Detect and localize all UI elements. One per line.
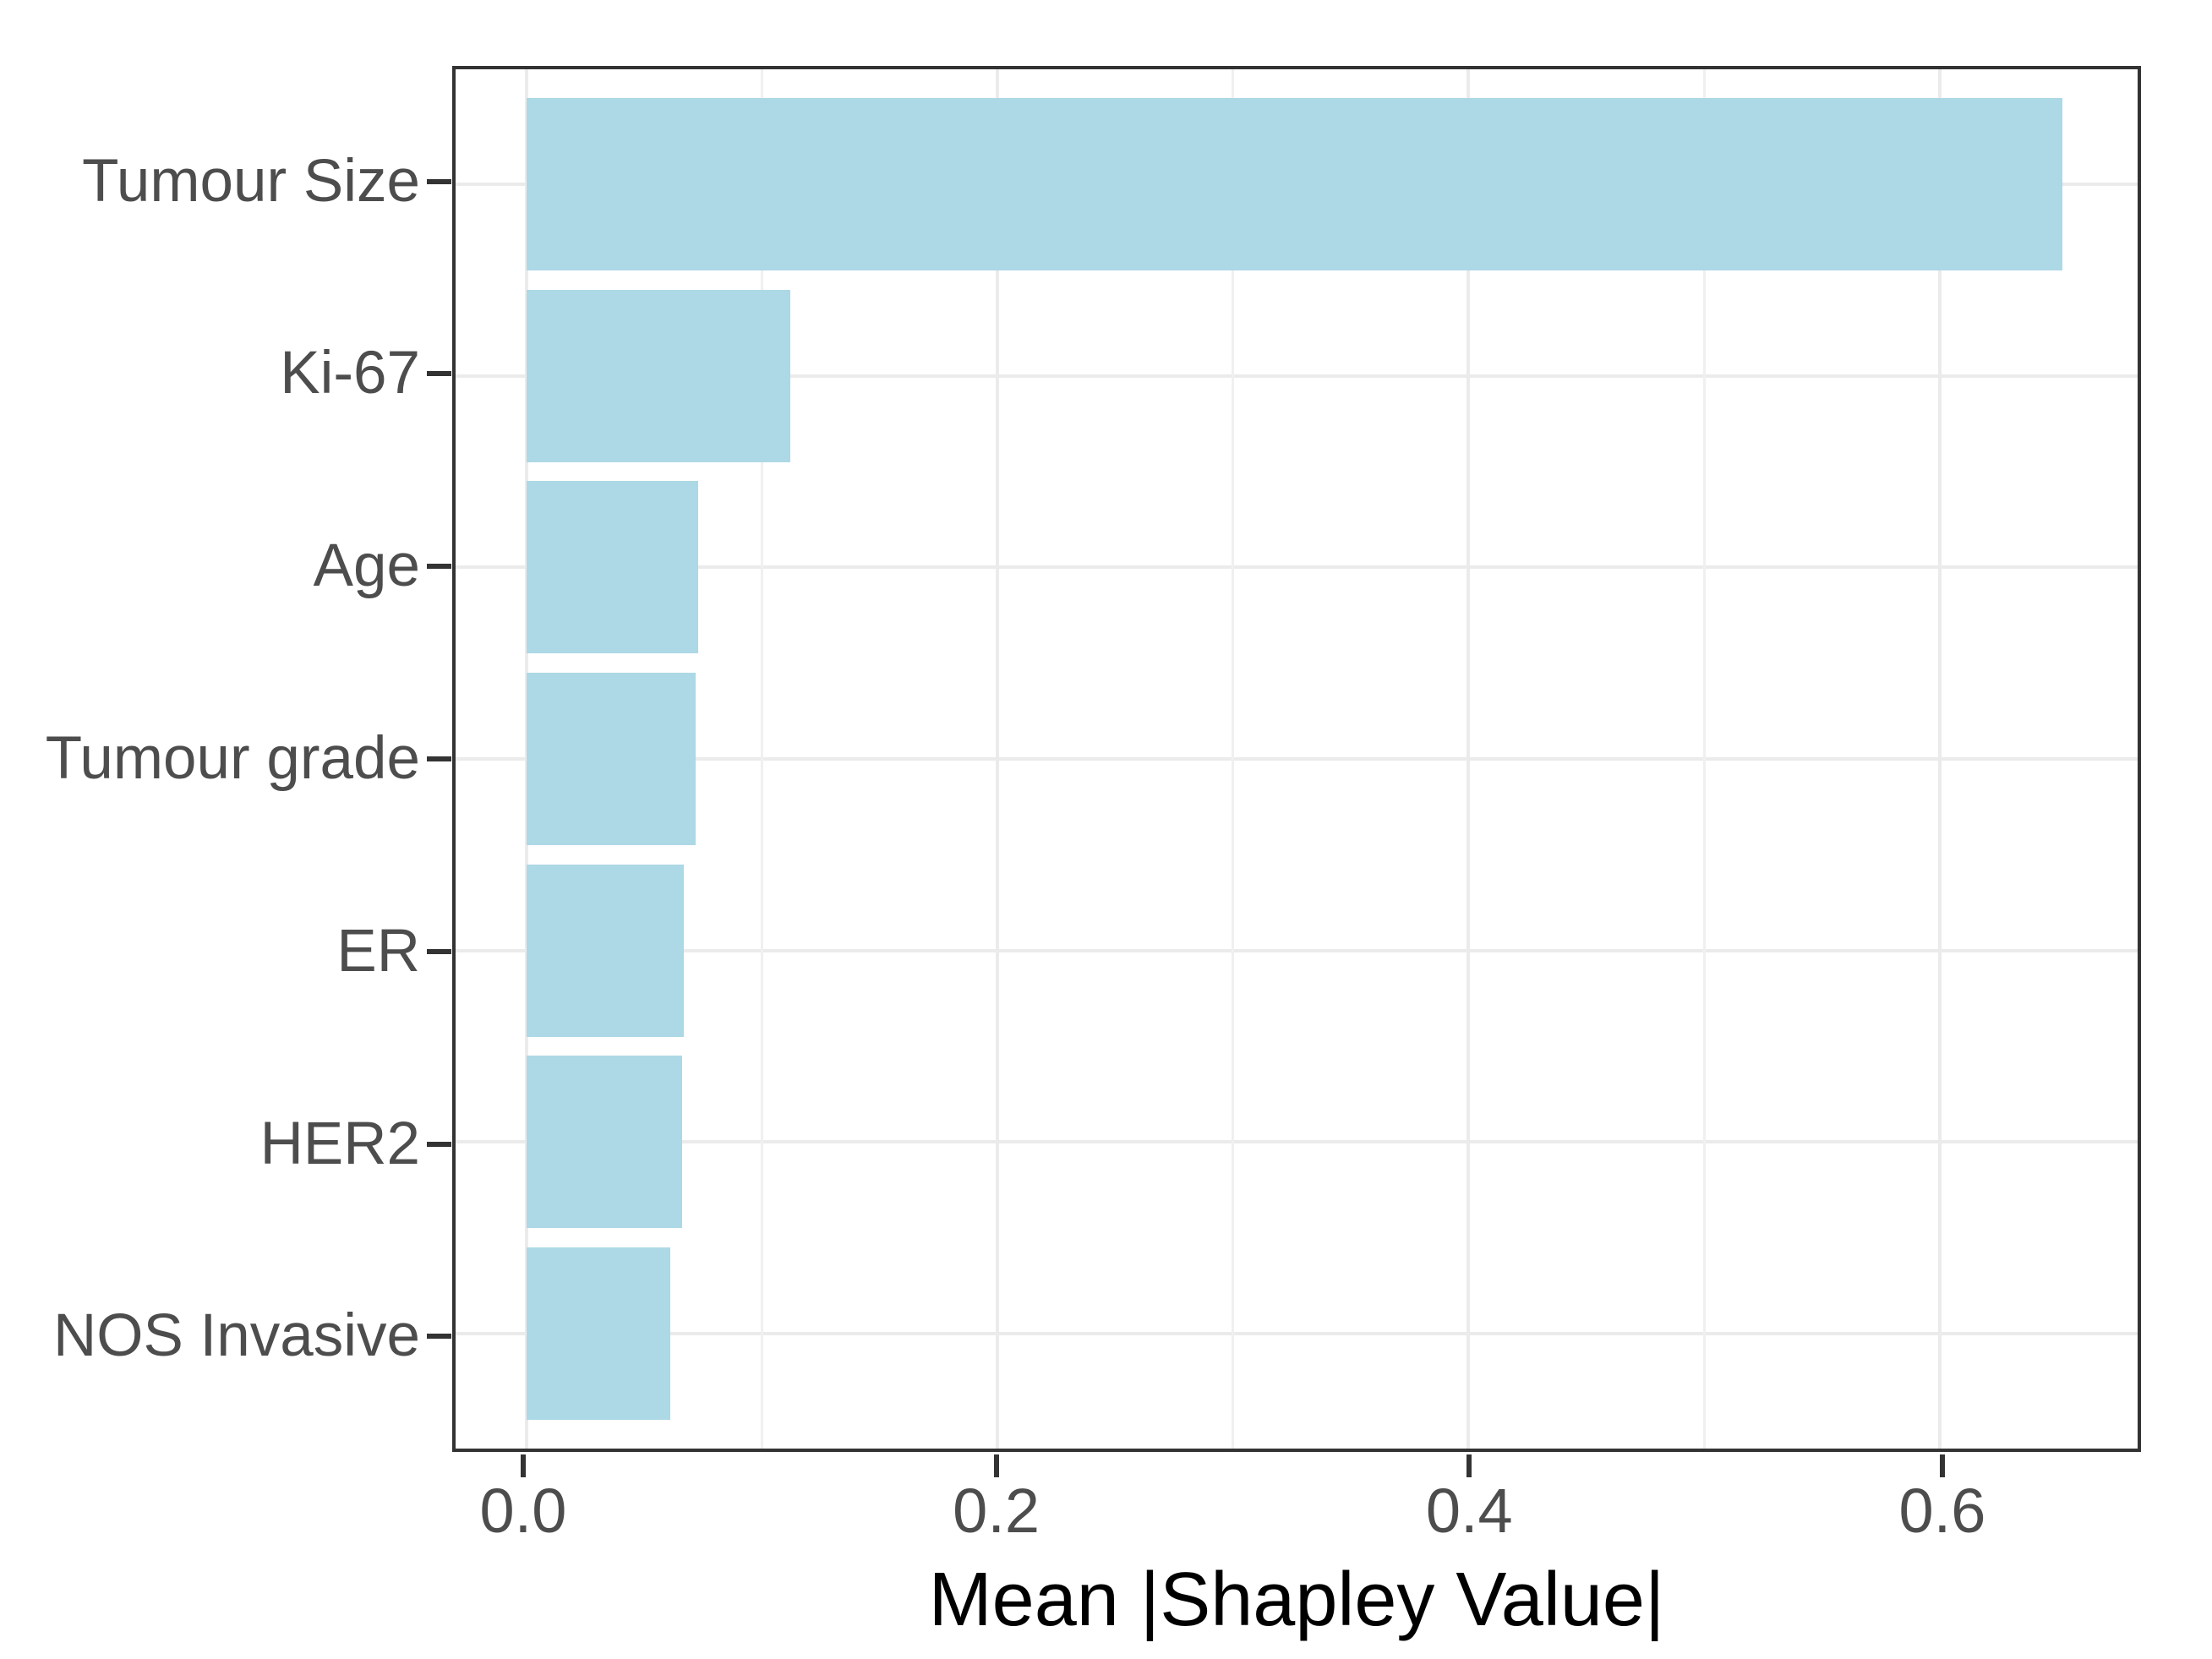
grid-row-line [456, 1140, 2138, 1144]
bar [526, 1247, 670, 1420]
x-tick-label: 0.2 [953, 1476, 1040, 1546]
bar [526, 864, 685, 1037]
grid-minor-line [1702, 69, 1706, 1449]
grid-row-line [456, 565, 2138, 570]
grid-major-line [1937, 69, 1942, 1449]
x-tick-label: 0.4 [1425, 1476, 1513, 1546]
x-tick-label: 0.0 [479, 1476, 567, 1546]
y-tick-mark [427, 756, 451, 761]
grid-minor-line [1232, 69, 1235, 1449]
y-tick-mark [427, 178, 451, 184]
bar [526, 1056, 682, 1229]
grid-row-line [456, 757, 2138, 761]
bar [526, 673, 696, 845]
y-tick-label: Age [313, 532, 420, 600]
y-tick-mark [427, 1141, 451, 1147]
x-tick-label: 0.6 [1898, 1476, 1986, 1546]
y-tick-label: HER2 [259, 1110, 420, 1177]
y-tick-label: ER [336, 917, 420, 985]
y-tick-mark [427, 371, 451, 377]
grid-row-line [456, 948, 2138, 952]
x-tick-mark [1939, 1454, 1945, 1477]
y-tick-mark [427, 1334, 451, 1340]
grid-minor-line [760, 69, 763, 1449]
grid-major-line [996, 69, 1000, 1449]
x-tick-mark [520, 1454, 526, 1477]
grid-major-line [1466, 69, 1471, 1449]
y-tick-label: Tumour Size [82, 147, 420, 215]
y-tick-label: Ki-67 [280, 340, 420, 407]
bar [526, 289, 790, 462]
x-tick-mark [993, 1454, 999, 1477]
y-tick-label: Tumour grade [45, 725, 420, 792]
x-axis-title: Mean |Shapley Value| [928, 1558, 1665, 1642]
bar [526, 481, 699, 654]
grid-row-line [456, 1331, 2138, 1335]
y-tick-label: NOS Invasive [52, 1302, 420, 1370]
y-tick-mark [427, 564, 451, 570]
plot-panel [452, 66, 2141, 1452]
bar [526, 97, 2062, 270]
grid-row-line [456, 374, 2138, 378]
x-tick-mark [1466, 1454, 1472, 1477]
y-tick-mark [427, 948, 451, 954]
